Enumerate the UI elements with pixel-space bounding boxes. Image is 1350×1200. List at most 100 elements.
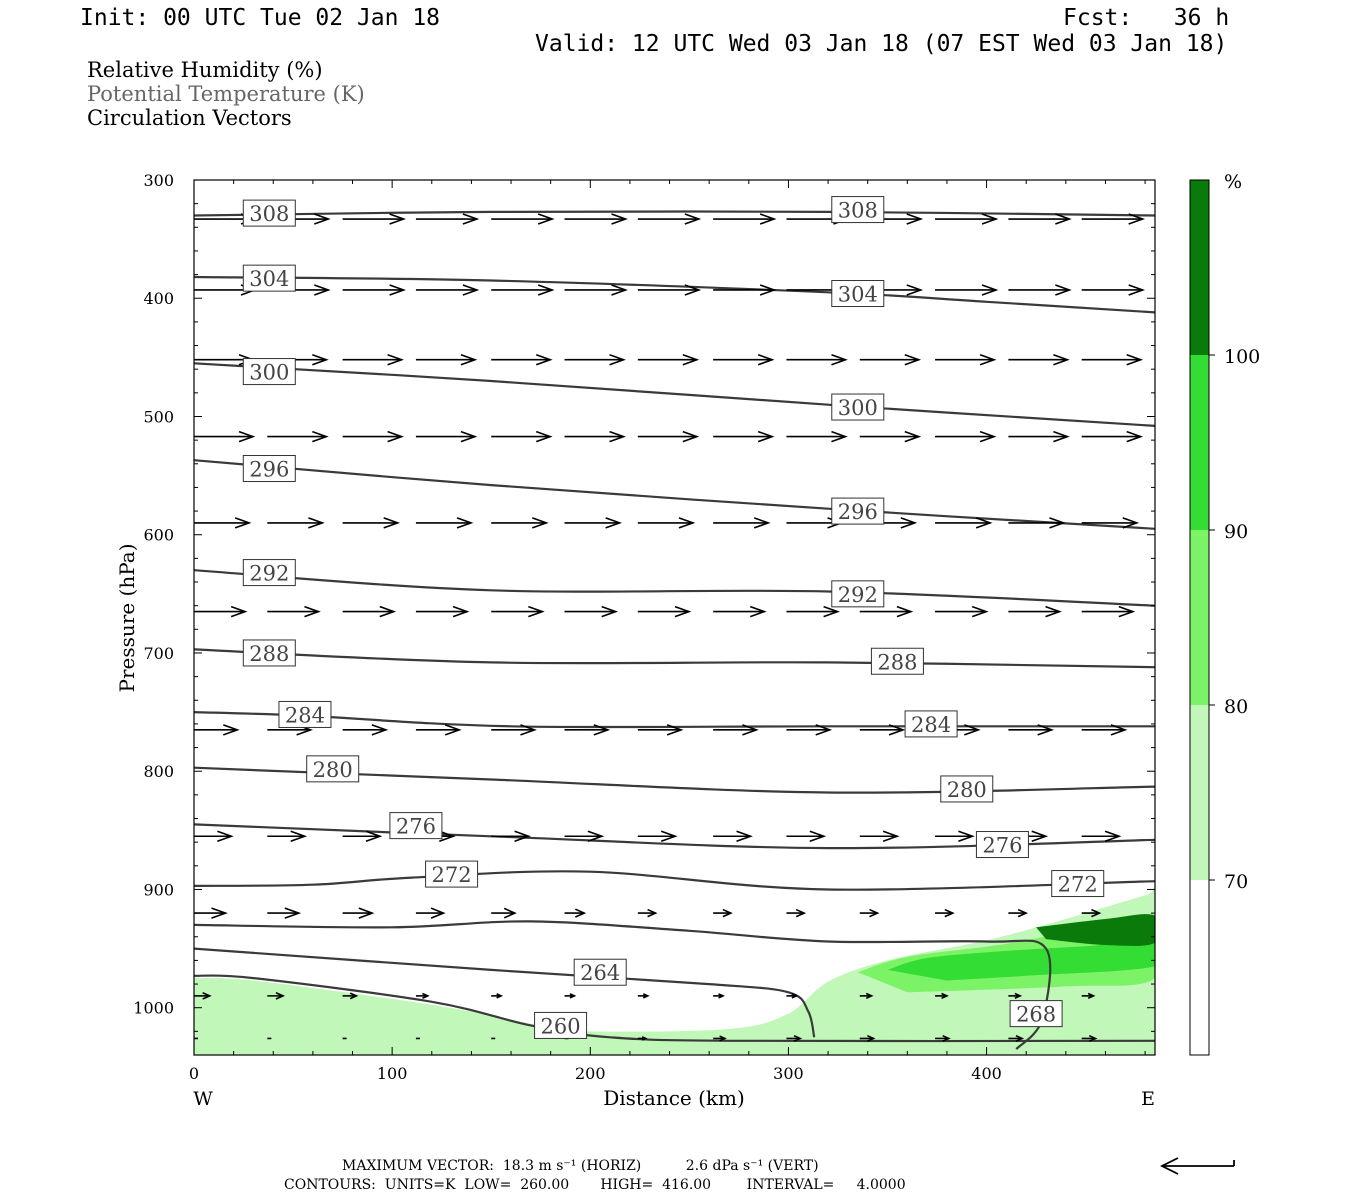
vector-head bbox=[979, 353, 997, 366]
vector-head bbox=[641, 1036, 648, 1041]
contour-label-280: 280 bbox=[940, 775, 994, 803]
colorbar-segment bbox=[1190, 705, 1209, 880]
vector-head bbox=[611, 284, 628, 296]
circulation-vector bbox=[1008, 605, 1062, 618]
contour-label-box bbox=[831, 580, 885, 608]
vector-head bbox=[718, 993, 725, 999]
circulation-vector bbox=[415, 605, 470, 618]
vector-head bbox=[682, 430, 700, 443]
circulation-vector bbox=[713, 353, 775, 366]
contour-label-text: 292 bbox=[838, 583, 878, 607]
circulation-vector bbox=[637, 1036, 648, 1041]
circulation-vector bbox=[859, 992, 874, 999]
circulation-vector bbox=[637, 430, 700, 443]
contour-label-text: 276 bbox=[982, 834, 1022, 858]
circulation-vector bbox=[1008, 517, 1066, 529]
vector-head bbox=[1088, 1034, 1098, 1042]
circulation-vector bbox=[713, 1035, 727, 1042]
y-tick-label: 500 bbox=[143, 407, 174, 426]
colorbar-frame bbox=[1189, 179, 1210, 1056]
circulation-vector bbox=[564, 213, 628, 225]
circulation-vector bbox=[415, 517, 474, 529]
vector-head bbox=[896, 605, 914, 618]
circulation-vector bbox=[564, 353, 626, 366]
y-axis-title: Pressure (hPa) bbox=[115, 544, 139, 693]
vector-head bbox=[314, 213, 331, 225]
circulation-vector bbox=[713, 605, 767, 618]
vector-head bbox=[759, 213, 777, 225]
y-tick-label: 600 bbox=[143, 526, 174, 545]
vector-head bbox=[1118, 605, 1136, 618]
circulation-vector bbox=[935, 830, 975, 843]
x-axis-title: Distance (km) bbox=[603, 1086, 745, 1110]
contour-label-text: 292 bbox=[249, 562, 289, 586]
contour-label-box bbox=[278, 700, 332, 728]
vector-head bbox=[430, 907, 446, 919]
circulation-vector bbox=[491, 284, 555, 296]
vector-head bbox=[444, 724, 462, 736]
vector-head bbox=[1104, 830, 1122, 843]
circulation-vector bbox=[637, 605, 692, 618]
vector-head bbox=[1055, 284, 1072, 296]
x-tick-label: 100 bbox=[377, 1064, 408, 1083]
vector-head bbox=[981, 284, 999, 296]
contour-label-box bbox=[242, 455, 296, 483]
vector-head bbox=[757, 430, 775, 443]
y-tick-label: 900 bbox=[143, 880, 174, 899]
vector-head bbox=[975, 517, 993, 529]
colorbar-unit-label: % bbox=[1224, 171, 1242, 193]
contour-label-text: 272 bbox=[1058, 873, 1098, 897]
contour-label-box bbox=[242, 639, 296, 667]
vector-head bbox=[1037, 724, 1055, 736]
circulation-vector bbox=[342, 213, 406, 225]
vector-head bbox=[462, 213, 480, 225]
vector-head bbox=[223, 724, 240, 736]
vector-head bbox=[383, 517, 401, 529]
circulation-vector bbox=[637, 353, 700, 366]
contour-label-text: 296 bbox=[249, 458, 289, 482]
contour-label-box bbox=[425, 860, 479, 888]
vector-head bbox=[831, 430, 848, 443]
circulation-vector bbox=[786, 908, 807, 918]
circulation-vector bbox=[342, 353, 405, 366]
y-tick-label: 300 bbox=[143, 171, 174, 190]
circulation-vector bbox=[491, 353, 553, 366]
contour-label-296: 296 bbox=[831, 497, 885, 525]
circulation-vector bbox=[1008, 992, 1023, 999]
contour-label-272: 272 bbox=[425, 860, 479, 888]
vector-head bbox=[587, 830, 605, 843]
colorbar-tick-label: 70 bbox=[1224, 871, 1248, 893]
vector-head bbox=[964, 724, 981, 736]
circulation-vector bbox=[1081, 284, 1146, 296]
contour-label-296: 296 bbox=[242, 455, 296, 483]
contour-label-264: 264 bbox=[573, 958, 627, 986]
circulation-vectors bbox=[194, 213, 1146, 1042]
contour-label-276: 276 bbox=[389, 812, 443, 840]
vector-head bbox=[230, 605, 248, 618]
circulation-vector bbox=[564, 284, 628, 296]
valid-time-label: Valid: 12 UTC Wed 03 Jan 18 (07 EST Wed … bbox=[535, 31, 1228, 57]
contour-label-260: 260 bbox=[534, 1011, 588, 1039]
maximum-vector-note: MAXIMUM VECTOR: 18.3 m s⁻¹ (HORIZ) 2.6 d… bbox=[342, 1158, 819, 1174]
vector-head bbox=[358, 907, 375, 919]
contour-label-text: 260 bbox=[541, 1014, 581, 1038]
y-tick-label: 800 bbox=[143, 762, 174, 781]
circulation-vector bbox=[713, 284, 777, 296]
circulation-vector bbox=[786, 353, 848, 366]
contour-label-text: 308 bbox=[838, 199, 878, 223]
contour-label-text: 272 bbox=[432, 863, 472, 887]
contour-label-300: 300 bbox=[831, 393, 885, 421]
contour-label-text: 304 bbox=[249, 267, 289, 291]
vector-head bbox=[371, 724, 389, 736]
vector-head bbox=[795, 908, 807, 918]
circulation-vector bbox=[491, 907, 517, 919]
vector-head bbox=[1055, 213, 1072, 225]
vector-head bbox=[349, 992, 359, 1000]
east-label: E bbox=[1141, 1088, 1155, 1110]
vector-head bbox=[609, 430, 626, 443]
contour-label-304: 304 bbox=[242, 264, 296, 292]
circulation-vector bbox=[935, 517, 993, 529]
vector-head bbox=[422, 992, 430, 999]
vector-head bbox=[971, 605, 989, 618]
contour-label-box bbox=[940, 775, 994, 803]
